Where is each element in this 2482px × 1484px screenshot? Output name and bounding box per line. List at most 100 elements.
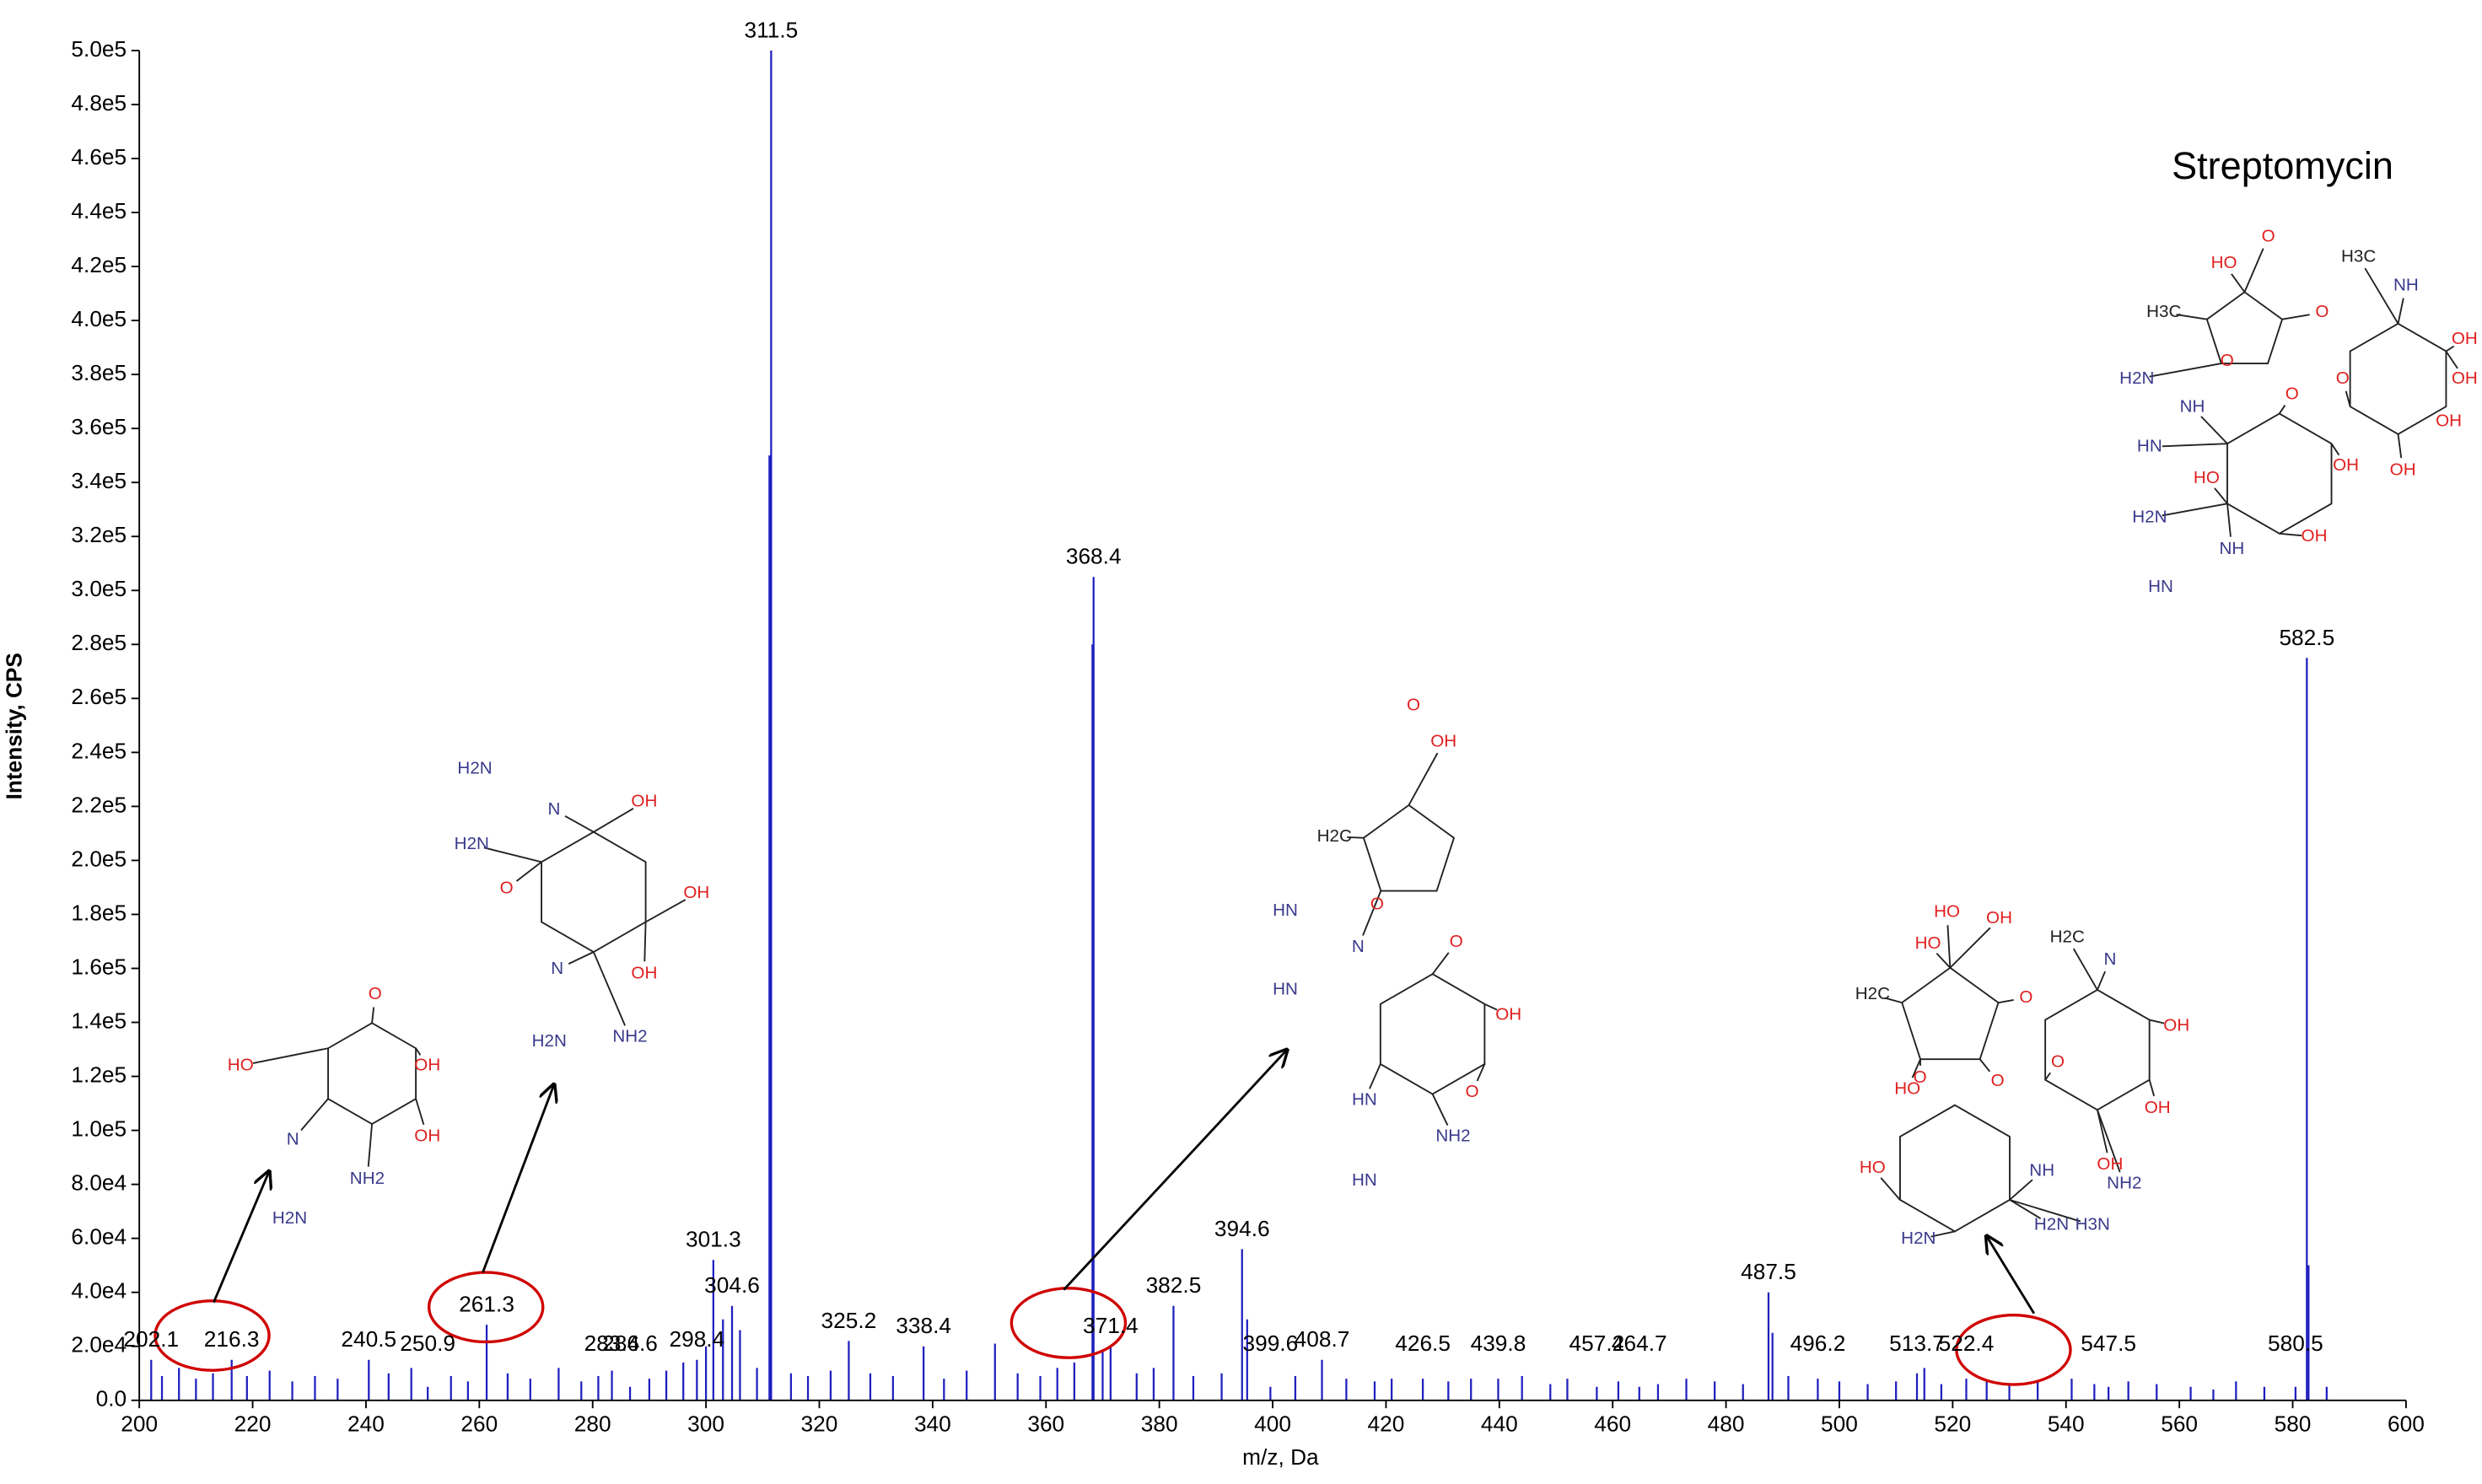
y-tick-label: 2.4e5 xyxy=(71,738,127,763)
atom-label: HO xyxy=(1894,1078,1920,1098)
bond xyxy=(2009,1199,2081,1223)
y-tick-label: 4.2e5 xyxy=(71,252,127,277)
y-tick-label: 2.0e5 xyxy=(71,846,127,871)
bond xyxy=(2279,532,2302,537)
bond xyxy=(1880,1177,1901,1201)
atom-label: O xyxy=(2019,987,2032,1007)
bond xyxy=(2162,503,2228,517)
atom-label: N xyxy=(2103,949,2116,969)
x-tick-label: 320 xyxy=(801,1411,838,1437)
atom-label: HN xyxy=(1273,979,1298,998)
y-tick-label: 3.0e5 xyxy=(71,576,127,601)
atom-label: H2N xyxy=(455,834,489,853)
peak-label: 457.2 xyxy=(1569,1331,1625,1356)
x-tick-label: 360 xyxy=(1027,1411,1064,1437)
peak-label: 301.3 xyxy=(686,1227,741,1252)
atom-label: N xyxy=(1352,937,1365,956)
x-tick-label: 600 xyxy=(2388,1411,2425,1437)
y-tick-label: 6.0e4 xyxy=(71,1224,127,1250)
bond xyxy=(1884,997,1903,1004)
y-tick-label: 3.4e5 xyxy=(71,468,127,493)
ring xyxy=(1362,804,1456,892)
atom-label: O xyxy=(369,984,382,1003)
peak-label: 338.4 xyxy=(896,1313,951,1338)
bond xyxy=(2044,1072,2051,1081)
bond xyxy=(2009,1179,2033,1201)
x-tick-label: 340 xyxy=(914,1411,951,1437)
atom-label: O xyxy=(1991,1071,2005,1090)
bond xyxy=(1483,1003,1498,1011)
peak-label: 399.6 xyxy=(1242,1331,1298,1356)
x-tick-label: 380 xyxy=(1141,1411,1178,1437)
atom-label: OH xyxy=(2452,329,2478,348)
atom-label: HO xyxy=(1915,933,1941,953)
atom-label: NH xyxy=(2220,539,2245,558)
atom-label: O xyxy=(1407,695,1420,714)
bond xyxy=(371,1007,375,1024)
bond xyxy=(568,951,595,965)
bond xyxy=(1946,925,1952,968)
atom-label: HN xyxy=(1273,901,1298,920)
atom-label: NH2 xyxy=(612,1027,647,1046)
y-tick-label: 1.6e5 xyxy=(71,954,127,979)
atom-label: O xyxy=(500,879,514,898)
atom-label: H3C xyxy=(2341,247,2376,266)
atom-label: OH xyxy=(414,1055,440,1074)
bond xyxy=(2176,314,2207,320)
atom-label: O xyxy=(1370,894,1384,913)
structure xyxy=(1347,752,1498,1126)
structure xyxy=(483,807,686,1026)
atom-label: O xyxy=(1914,1067,1927,1087)
bond xyxy=(2445,351,2458,369)
peak-label: 202.1 xyxy=(123,1326,179,1352)
bond xyxy=(2226,503,2232,537)
y-tick-label: 4.4e5 xyxy=(71,198,127,223)
bond xyxy=(2009,1199,2042,1219)
x-tick-label: 280 xyxy=(574,1411,611,1437)
atom-label: O xyxy=(2262,226,2275,245)
arrow xyxy=(482,1084,553,1273)
bond xyxy=(2445,345,2455,352)
y-tick-label: 8.0e4 xyxy=(71,1170,127,1196)
bond xyxy=(2214,487,2228,504)
atom-label: NH2 xyxy=(2107,1174,2141,1193)
y-tick-label: 5.0e5 xyxy=(71,36,127,62)
peak-label: 464.7 xyxy=(1612,1331,1667,1356)
bond xyxy=(1408,752,1439,806)
atom-label: H2C xyxy=(2050,928,2085,947)
ring xyxy=(541,831,647,954)
peak-label: 304.6 xyxy=(704,1272,760,1298)
atom-label: O xyxy=(2285,384,2299,404)
ring xyxy=(1899,1104,2011,1233)
atom-label: OH xyxy=(2097,1154,2123,1174)
bond xyxy=(1949,927,1991,969)
atom-label: OH xyxy=(1430,731,1456,750)
peak-label: 382.5 xyxy=(1146,1272,1202,1298)
atom-label: O xyxy=(1450,932,1463,951)
bond xyxy=(2162,443,2228,448)
bond xyxy=(645,899,686,923)
circle xyxy=(427,1271,545,1344)
peak-label: 368.4 xyxy=(1066,544,1122,569)
atom-label: HN xyxy=(1352,1089,1377,1109)
y-tick-label: 2.6e5 xyxy=(71,684,127,709)
bond xyxy=(483,847,542,863)
y-axis-label: Intensity, CPS xyxy=(2,653,27,799)
atom-label: OH xyxy=(2145,1098,2171,1117)
atom-label: OH xyxy=(2452,368,2478,388)
atom-label: HN xyxy=(1352,1170,1377,1190)
atom-label: NH xyxy=(2029,1161,2054,1180)
bond xyxy=(2149,1019,2165,1024)
atom-label: NH2 xyxy=(350,1169,385,1188)
atom-label: H2N xyxy=(2119,368,2154,388)
x-tick-label: 580 xyxy=(2275,1411,2312,1437)
peak-label: 298.4 xyxy=(669,1326,724,1352)
atom-label: H2C xyxy=(1855,984,1890,1003)
peak-label: 261.3 xyxy=(459,1292,514,1317)
x-tick-label: 200 xyxy=(121,1411,158,1437)
structure-title: Streptomycin xyxy=(2172,144,2393,187)
peak-label: 286.6 xyxy=(602,1331,658,1356)
y-tick-label: 4.0e4 xyxy=(71,1278,127,1304)
circle xyxy=(1009,1287,1128,1359)
